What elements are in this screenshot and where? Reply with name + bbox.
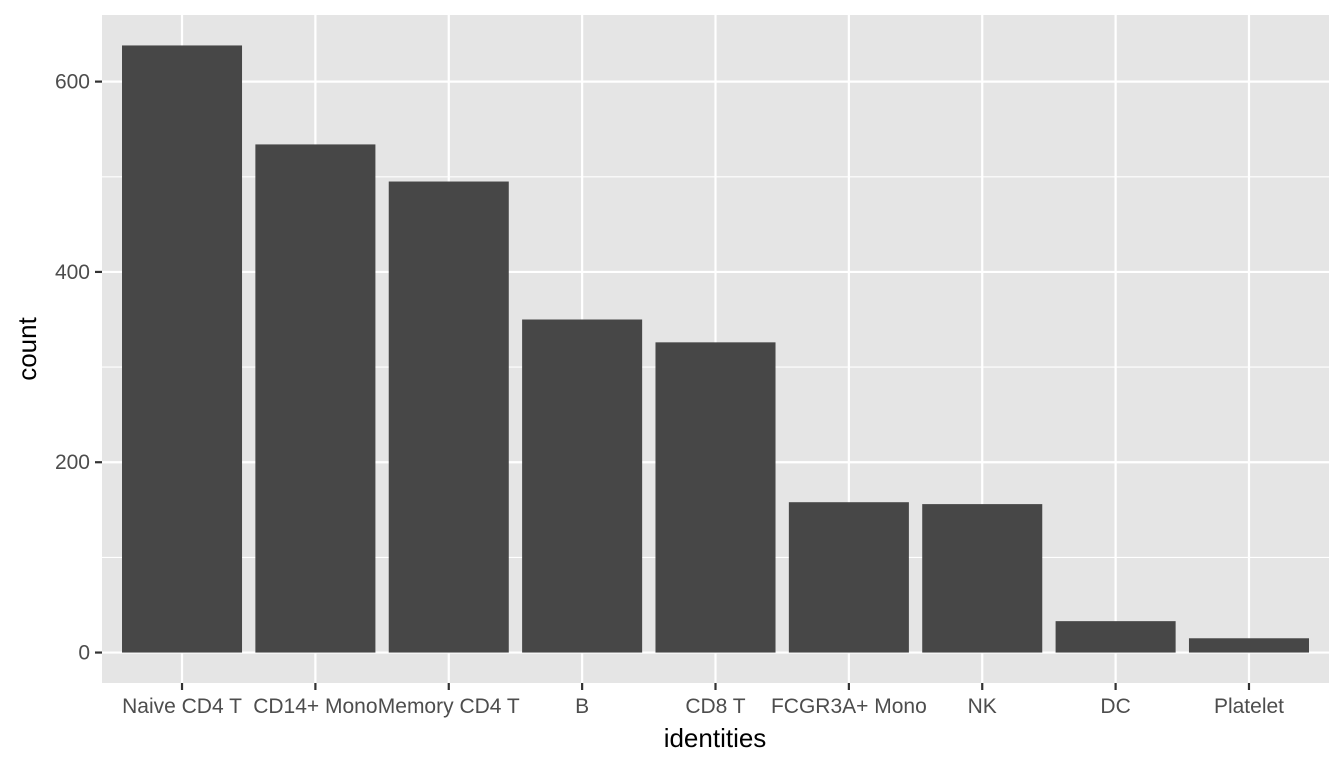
x-tick-label: B (575, 695, 589, 718)
bar-cd14-mono (255, 144, 376, 653)
bar-cd8-t (655, 342, 776, 653)
x-tick-label: Memory CD4 T (378, 695, 520, 718)
x-tick-label: Platelet (1214, 695, 1284, 718)
y-axis: 0 200 400 600 (55, 71, 102, 665)
bar-fcgr3a-mono (788, 502, 909, 653)
x-tick-label: CD14+ Mono (253, 695, 377, 718)
y-tick-label: 0 (78, 642, 90, 665)
x-axis: Naive CD4 T CD14+ Mono Memory CD4 T B CD8 T F… (122, 683, 1284, 718)
x-tick-label: FCGR3A+ Mono (771, 695, 927, 718)
y-axis-title: count (12, 316, 42, 380)
bar-memory-cd4-t (388, 181, 509, 653)
x-axis-title: identities (664, 723, 767, 753)
x-tick-label: NK (968, 695, 997, 718)
y-tick-label: 600 (55, 71, 90, 94)
bars (122, 45, 1309, 653)
x-tick-label: DC (1100, 695, 1130, 718)
bar-naive-cd4-t (122, 45, 243, 653)
bar-b (522, 319, 643, 653)
y-tick-label: 400 (55, 261, 90, 284)
x-tick-label: Naive CD4 T (122, 695, 242, 718)
bar-nk (922, 504, 1043, 653)
bar-dc (1055, 621, 1176, 653)
y-tick-label: 200 (55, 451, 90, 474)
x-tick-label: CD8 T (685, 695, 745, 718)
bar-platelet (1188, 638, 1309, 653)
